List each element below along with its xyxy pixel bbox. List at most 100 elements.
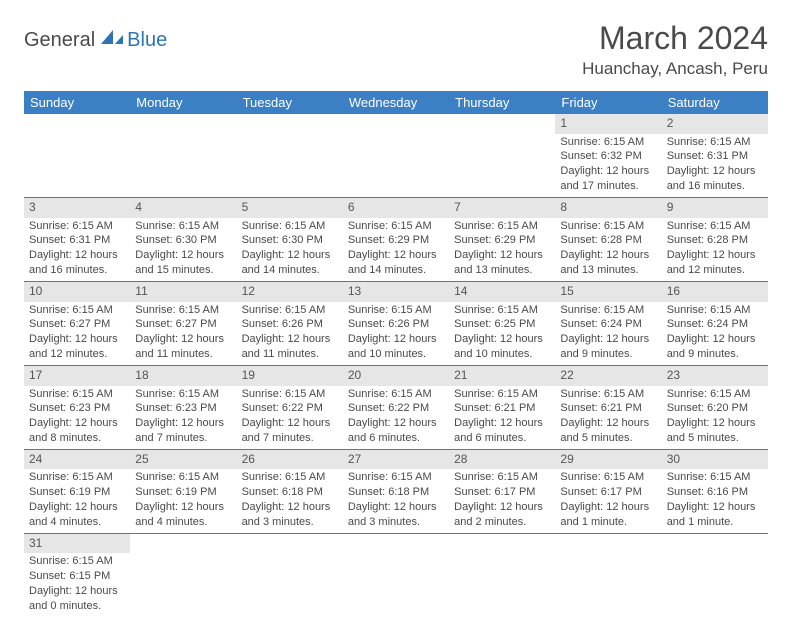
daylight-text: Daylight: 12 hours and 14 minutes. xyxy=(242,248,338,278)
day-details: Sunrise: 6:15 AMSunset: 6:17 PMDaylight:… xyxy=(555,469,661,532)
day-number: 1 xyxy=(555,114,661,134)
sunrise-text: Sunrise: 6:15 AM xyxy=(560,135,656,150)
sunrise-text: Sunrise: 6:15 AM xyxy=(454,303,550,318)
sunset-text: Sunset: 6:16 PM xyxy=(667,485,763,500)
day-details: Sunrise: 6:15 AMSunset: 6:24 PMDaylight:… xyxy=(555,302,661,365)
daylight-text: Daylight: 12 hours and 13 minutes. xyxy=(454,248,550,278)
sunrise-text: Sunrise: 6:15 AM xyxy=(348,470,444,485)
sunset-text: Sunset: 6:29 PM xyxy=(348,233,444,248)
day-number: 2 xyxy=(662,114,768,134)
sunset-text: Sunset: 6:22 PM xyxy=(242,401,338,416)
calendar-row: 3Sunrise: 6:15 AMSunset: 6:31 PMDaylight… xyxy=(24,197,768,281)
location-label: Huanchay, Ancash, Peru xyxy=(582,59,768,79)
day-number: 27 xyxy=(343,450,449,470)
calendar-cell xyxy=(24,114,130,197)
sunset-text: Sunset: 6:19 PM xyxy=(29,485,125,500)
sunrise-text: Sunrise: 6:15 AM xyxy=(560,387,656,402)
day-number: 23 xyxy=(662,366,768,386)
calendar-cell xyxy=(130,533,236,616)
logo: General Blue xyxy=(24,28,167,52)
day-details: Sunrise: 6:15 AMSunset: 6:30 PMDaylight:… xyxy=(237,218,343,281)
sunrise-text: Sunrise: 6:15 AM xyxy=(242,219,338,234)
daylight-text: Daylight: 12 hours and 12 minutes. xyxy=(667,248,763,278)
day-details: Sunrise: 6:15 AMSunset: 6:28 PMDaylight:… xyxy=(662,218,768,281)
day-details: Sunrise: 6:15 AMSunset: 6:28 PMDaylight:… xyxy=(555,218,661,281)
sunrise-text: Sunrise: 6:15 AM xyxy=(29,219,125,234)
calendar-cell: 15Sunrise: 6:15 AMSunset: 6:24 PMDayligh… xyxy=(555,281,661,365)
calendar-cell: 7Sunrise: 6:15 AMSunset: 6:29 PMDaylight… xyxy=(449,197,555,281)
calendar-cell: 17Sunrise: 6:15 AMSunset: 6:23 PMDayligh… xyxy=(24,365,130,449)
sunrise-text: Sunrise: 6:15 AM xyxy=(135,387,231,402)
day-details: Sunrise: 6:15 AMSunset: 6:15 PMDaylight:… xyxy=(24,553,130,616)
daylight-text: Daylight: 12 hours and 3 minutes. xyxy=(242,500,338,530)
day-number: 31 xyxy=(24,534,130,554)
sunset-text: Sunset: 6:28 PM xyxy=(667,233,763,248)
day-details: Sunrise: 6:15 AMSunset: 6:26 PMDaylight:… xyxy=(343,302,449,365)
day-details: Sunrise: 6:15 AMSunset: 6:32 PMDaylight:… xyxy=(555,134,661,197)
day-details: Sunrise: 6:15 AMSunset: 6:18 PMDaylight:… xyxy=(343,469,449,532)
day-number: 13 xyxy=(343,282,449,302)
daylight-text: Daylight: 12 hours and 5 minutes. xyxy=(667,416,763,446)
calendar-cell: 10Sunrise: 6:15 AMSunset: 6:27 PMDayligh… xyxy=(24,281,130,365)
sunset-text: Sunset: 6:24 PM xyxy=(560,317,656,332)
sunrise-text: Sunrise: 6:15 AM xyxy=(135,303,231,318)
sunset-text: Sunset: 6:31 PM xyxy=(667,149,763,164)
calendar-cell: 3Sunrise: 6:15 AMSunset: 6:31 PMDaylight… xyxy=(24,197,130,281)
sunset-text: Sunset: 6:15 PM xyxy=(29,569,125,584)
weekday-header: Friday xyxy=(555,91,661,114)
weekday-header: Wednesday xyxy=(343,91,449,114)
daylight-text: Daylight: 12 hours and 0 minutes. xyxy=(29,584,125,614)
sunset-text: Sunset: 6:18 PM xyxy=(242,485,338,500)
calendar-cell: 29Sunrise: 6:15 AMSunset: 6:17 PMDayligh… xyxy=(555,449,661,533)
sunset-text: Sunset: 6:28 PM xyxy=(560,233,656,248)
sunset-text: Sunset: 6:17 PM xyxy=(560,485,656,500)
sunrise-text: Sunrise: 6:15 AM xyxy=(560,303,656,318)
calendar-cell: 25Sunrise: 6:15 AMSunset: 6:19 PMDayligh… xyxy=(130,449,236,533)
day-details: Sunrise: 6:15 AMSunset: 6:27 PMDaylight:… xyxy=(130,302,236,365)
day-number: 28 xyxy=(449,450,555,470)
daylight-text: Daylight: 12 hours and 7 minutes. xyxy=(242,416,338,446)
daylight-text: Daylight: 12 hours and 4 minutes. xyxy=(29,500,125,530)
calendar-cell: 4Sunrise: 6:15 AMSunset: 6:30 PMDaylight… xyxy=(130,197,236,281)
day-number: 29 xyxy=(555,450,661,470)
calendar-cell: 31Sunrise: 6:15 AMSunset: 6:15 PMDayligh… xyxy=(24,533,130,616)
day-number: 25 xyxy=(130,450,236,470)
sunset-text: Sunset: 6:30 PM xyxy=(242,233,338,248)
sunset-text: Sunset: 6:22 PM xyxy=(348,401,444,416)
sunrise-text: Sunrise: 6:15 AM xyxy=(667,219,763,234)
daylight-text: Daylight: 12 hours and 17 minutes. xyxy=(560,164,656,194)
day-details: Sunrise: 6:15 AMSunset: 6:20 PMDaylight:… xyxy=(662,386,768,449)
day-number: 6 xyxy=(343,198,449,218)
sunrise-text: Sunrise: 6:15 AM xyxy=(135,470,231,485)
calendar-row: 17Sunrise: 6:15 AMSunset: 6:23 PMDayligh… xyxy=(24,365,768,449)
sunrise-text: Sunrise: 6:15 AM xyxy=(242,303,338,318)
day-number: 26 xyxy=(237,450,343,470)
day-number: 17 xyxy=(24,366,130,386)
daylight-text: Daylight: 12 hours and 3 minutes. xyxy=(348,500,444,530)
day-details: Sunrise: 6:15 AMSunset: 6:26 PMDaylight:… xyxy=(237,302,343,365)
daylight-text: Daylight: 12 hours and 10 minutes. xyxy=(348,332,444,362)
day-number: 20 xyxy=(343,366,449,386)
weekday-header: Monday xyxy=(130,91,236,114)
day-details: Sunrise: 6:15 AMSunset: 6:27 PMDaylight:… xyxy=(24,302,130,365)
calendar-row: 31Sunrise: 6:15 AMSunset: 6:15 PMDayligh… xyxy=(24,533,768,616)
day-number: 15 xyxy=(555,282,661,302)
calendar-cell: 18Sunrise: 6:15 AMSunset: 6:23 PMDayligh… xyxy=(130,365,236,449)
day-number: 14 xyxy=(449,282,555,302)
sunrise-text: Sunrise: 6:15 AM xyxy=(348,387,444,402)
day-details: Sunrise: 6:15 AMSunset: 6:22 PMDaylight:… xyxy=(343,386,449,449)
day-number: 11 xyxy=(130,282,236,302)
calendar-cell: 21Sunrise: 6:15 AMSunset: 6:21 PMDayligh… xyxy=(449,365,555,449)
calendar-cell: 11Sunrise: 6:15 AMSunset: 6:27 PMDayligh… xyxy=(130,281,236,365)
daylight-text: Daylight: 12 hours and 13 minutes. xyxy=(560,248,656,278)
day-details: Sunrise: 6:15 AMSunset: 6:18 PMDaylight:… xyxy=(237,469,343,532)
calendar-cell: 6Sunrise: 6:15 AMSunset: 6:29 PMDaylight… xyxy=(343,197,449,281)
header: General Blue March 2024 Huanchay, Ancash… xyxy=(24,20,768,79)
day-number: 7 xyxy=(449,198,555,218)
sunset-text: Sunset: 6:29 PM xyxy=(454,233,550,248)
sunset-text: Sunset: 6:17 PM xyxy=(454,485,550,500)
sunset-text: Sunset: 6:27 PM xyxy=(135,317,231,332)
day-details: Sunrise: 6:15 AMSunset: 6:31 PMDaylight:… xyxy=(662,134,768,197)
sunrise-text: Sunrise: 6:15 AM xyxy=(454,219,550,234)
sunset-text: Sunset: 6:26 PM xyxy=(242,317,338,332)
